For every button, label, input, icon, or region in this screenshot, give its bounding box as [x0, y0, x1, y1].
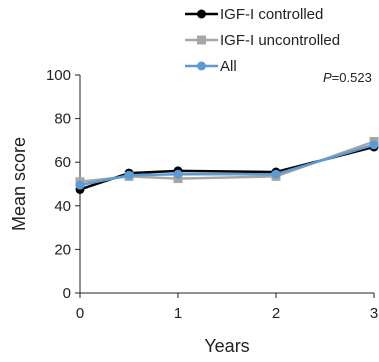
- legend-item: All: [185, 58, 237, 75]
- y-tick-label: 80: [54, 111, 71, 128]
- series-3: [75, 140, 379, 190]
- legend-swatch-marker: [197, 61, 206, 71]
- p-value-symbol: P: [323, 70, 332, 85]
- series-line: [79, 143, 375, 187]
- legend-item: IGF-I uncontrolled: [185, 32, 340, 49]
- series-line: [79, 145, 375, 191]
- y-tick-label: 100: [46, 67, 71, 84]
- data-point: [75, 180, 85, 190]
- y-tick-label: 40: [54, 198, 71, 215]
- legend-label: IGF-I controlled: [220, 6, 323, 23]
- data-point: [369, 140, 379, 150]
- legend-swatch-marker: [197, 35, 206, 45]
- y-axis-label: Mean score: [9, 137, 29, 231]
- legend-item: IGF-I controlled: [185, 6, 323, 23]
- legend-swatch-marker: [197, 9, 206, 19]
- legend-label: IGF-I uncontrolled: [220, 32, 340, 49]
- y-tick-label: 0: [63, 285, 71, 302]
- x-tick-label: 1: [174, 305, 182, 322]
- p-value-text: =0.523: [332, 70, 372, 85]
- x-tick-label: 2: [272, 305, 280, 322]
- x-tick-label: 3: [370, 305, 378, 322]
- series-1: [75, 142, 379, 194]
- data-point: [271, 169, 281, 179]
- y-tick-label: 60: [54, 154, 71, 171]
- x-tick-label: 0: [76, 305, 84, 322]
- series-layer: [75, 136, 379, 194]
- data-point: [124, 170, 134, 180]
- y-tick-label: 20: [54, 241, 71, 258]
- axes: 0 20 40 60 80 100 0 1 2 3: [46, 67, 378, 322]
- x-axis-label: Years: [204, 336, 249, 356]
- data-point: [173, 169, 183, 179]
- p-value-annotation: P=0.523: [323, 70, 372, 85]
- legend: IGF-I controlled IGF-I uncontrolled All: [185, 6, 340, 75]
- legend-label: All: [220, 58, 237, 75]
- series-2: [75, 136, 379, 187]
